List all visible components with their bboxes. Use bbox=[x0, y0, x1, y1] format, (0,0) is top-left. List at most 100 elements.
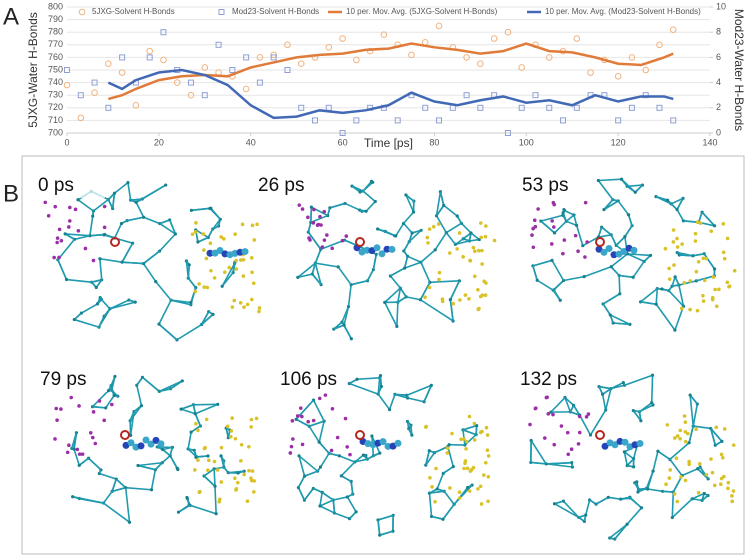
solvent bbox=[194, 421, 198, 426]
bond bbox=[627, 253, 651, 257]
solvent bbox=[468, 258, 472, 263]
solvent bbox=[57, 227, 62, 232]
bond bbox=[187, 277, 197, 289]
bond bbox=[354, 454, 364, 463]
bond bbox=[91, 390, 109, 408]
solvent bbox=[242, 472, 246, 477]
scatter-point bbox=[339, 130, 346, 136]
y-axis-title: 5JXG-Water H-Bonds bbox=[26, 12, 40, 128]
bond bbox=[443, 204, 458, 217]
bond bbox=[141, 376, 160, 393]
solvent bbox=[345, 445, 349, 449]
solvent bbox=[465, 466, 470, 471]
bond bbox=[449, 299, 454, 322]
solvent bbox=[247, 445, 251, 449]
legend-label: Mod23-Solvent H-Bonds bbox=[232, 7, 319, 16]
ligand bbox=[127, 439, 135, 447]
bond bbox=[379, 530, 394, 536]
bond bbox=[328, 452, 340, 457]
ligand bbox=[394, 439, 402, 447]
solvent bbox=[212, 459, 217, 464]
bond bbox=[634, 184, 644, 193]
ligand bbox=[611, 441, 619, 449]
atom bbox=[581, 244, 585, 248]
atom bbox=[378, 451, 382, 455]
bond bbox=[403, 211, 415, 224]
solvent bbox=[209, 268, 213, 273]
solvent bbox=[695, 220, 700, 224]
bond bbox=[627, 214, 633, 226]
atom bbox=[149, 488, 154, 492]
solvent bbox=[311, 221, 316, 225]
bond bbox=[89, 215, 94, 236]
solvent bbox=[54, 406, 59, 411]
solvent bbox=[679, 475, 683, 479]
solvent bbox=[242, 305, 246, 309]
bond bbox=[609, 314, 631, 326]
atom bbox=[127, 520, 132, 524]
solvent bbox=[436, 222, 441, 226]
solvent bbox=[83, 246, 88, 251]
bond bbox=[462, 429, 477, 436]
atom bbox=[648, 253, 653, 257]
scatter-point bbox=[615, 117, 622, 124]
atom bbox=[660, 287, 664, 291]
solvent bbox=[77, 452, 82, 456]
atom bbox=[651, 469, 655, 473]
bond bbox=[350, 279, 368, 286]
solvent bbox=[667, 266, 671, 271]
bond bbox=[570, 411, 580, 416]
atom bbox=[639, 506, 644, 510]
solvent bbox=[710, 470, 715, 475]
solvent bbox=[322, 238, 327, 242]
solvent bbox=[93, 441, 98, 446]
solvent bbox=[726, 486, 730, 491]
bond bbox=[311, 262, 317, 275]
solvent bbox=[712, 483, 717, 488]
bond bbox=[671, 276, 676, 287]
solvent bbox=[704, 256, 709, 261]
atom bbox=[411, 210, 416, 214]
bond bbox=[297, 273, 313, 279]
solvent bbox=[722, 427, 727, 431]
bond bbox=[553, 220, 567, 234]
solvent bbox=[196, 458, 200, 462]
atom bbox=[175, 466, 179, 470]
atom bbox=[435, 487, 439, 491]
atom bbox=[173, 232, 178, 236]
bond bbox=[170, 299, 191, 306]
ligand bbox=[142, 436, 150, 444]
bond bbox=[109, 301, 136, 310]
solvent bbox=[536, 207, 540, 211]
bond bbox=[395, 222, 405, 237]
bond bbox=[295, 418, 310, 427]
atom bbox=[631, 275, 635, 279]
solvent bbox=[433, 499, 437, 504]
bond bbox=[332, 499, 336, 514]
solvent bbox=[463, 461, 467, 466]
atom bbox=[673, 275, 677, 279]
solvent bbox=[569, 447, 574, 451]
ligand bbox=[147, 440, 155, 448]
snapshot: 106 ps bbox=[277, 368, 491, 537]
ligand bbox=[110, 237, 120, 247]
bond bbox=[87, 457, 102, 471]
ligand bbox=[600, 248, 608, 256]
scatter-point bbox=[242, 85, 250, 93]
solvent bbox=[719, 476, 724, 481]
bond bbox=[72, 495, 104, 504]
scatter-point bbox=[325, 44, 333, 51]
bond bbox=[676, 197, 684, 210]
ligand bbox=[206, 249, 214, 257]
solvent bbox=[663, 246, 668, 251]
atom bbox=[442, 203, 446, 207]
atom bbox=[103, 232, 107, 237]
atom bbox=[134, 200, 138, 204]
solvent bbox=[730, 494, 734, 498]
bond bbox=[676, 209, 685, 222]
atom bbox=[410, 433, 414, 437]
atom bbox=[404, 193, 408, 197]
solvent bbox=[249, 476, 253, 480]
solvent bbox=[196, 428, 200, 433]
solvent bbox=[215, 468, 220, 472]
